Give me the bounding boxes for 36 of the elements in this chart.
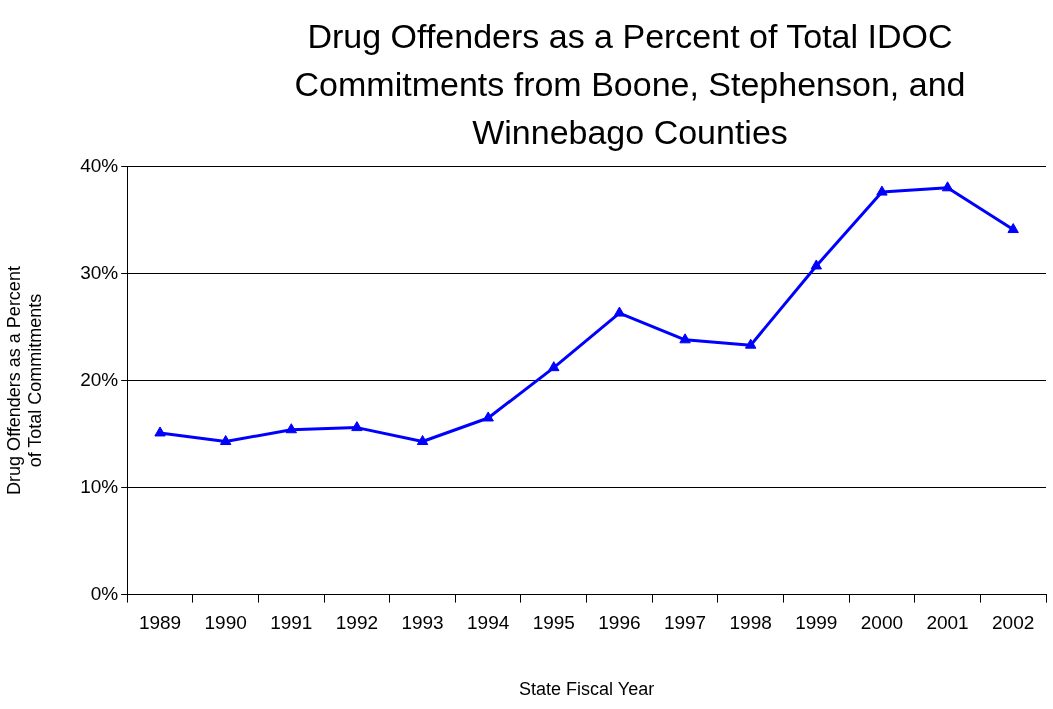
x-tick-label: 1995 — [532, 612, 575, 634]
y-tick-label: 40% — [80, 154, 119, 176]
point — [219, 435, 232, 446]
point — [810, 259, 822, 270]
x-tick-label: 1990 — [204, 612, 247, 634]
x-axis-title: State Fiscal Year — [519, 679, 655, 700]
y-axis-title: Drug Offenders as a Percent of Total Commitments — [3, 266, 46, 495]
y-tick-label: 20% — [80, 368, 119, 390]
point — [482, 411, 494, 422]
point — [941, 181, 954, 192]
point — [876, 185, 888, 196]
y-tick-label: 0% — [90, 582, 119, 604]
x-tick-label: 1992 — [335, 612, 379, 634]
x-tick-label: 1991 — [270, 612, 313, 634]
point — [744, 338, 757, 349]
point — [416, 435, 429, 446]
point — [351, 421, 363, 432]
x-tick-label: 1996 — [598, 612, 641, 634]
x-tick-label: 2001 — [926, 612, 969, 634]
point — [1007, 223, 1019, 234]
x-tick-label: 1993 — [401, 612, 444, 634]
x-tick-label: 1998 — [729, 612, 772, 634]
y-tick-label: 30% — [80, 261, 119, 283]
x-tick-label: 2000 — [860, 612, 904, 634]
point — [613, 306, 626, 317]
point — [548, 361, 560, 372]
point — [679, 333, 691, 344]
point — [154, 426, 166, 437]
x-tick-label: 1999 — [795, 612, 838, 634]
point — [285, 423, 297, 434]
x-tick-label: 1994 — [467, 612, 510, 634]
x-tick-label: 2002 — [992, 612, 1035, 634]
x-tick-label: 1997 — [663, 612, 707, 634]
x-tick-label: 1989 — [138, 612, 182, 634]
y-tick-label: 10% — [80, 475, 119, 497]
chart-title: Drug Offenders as a Percent of Total IDOC Commitments from Boone, Stephenson, and Winnebago Counties — [293, 16, 967, 153]
